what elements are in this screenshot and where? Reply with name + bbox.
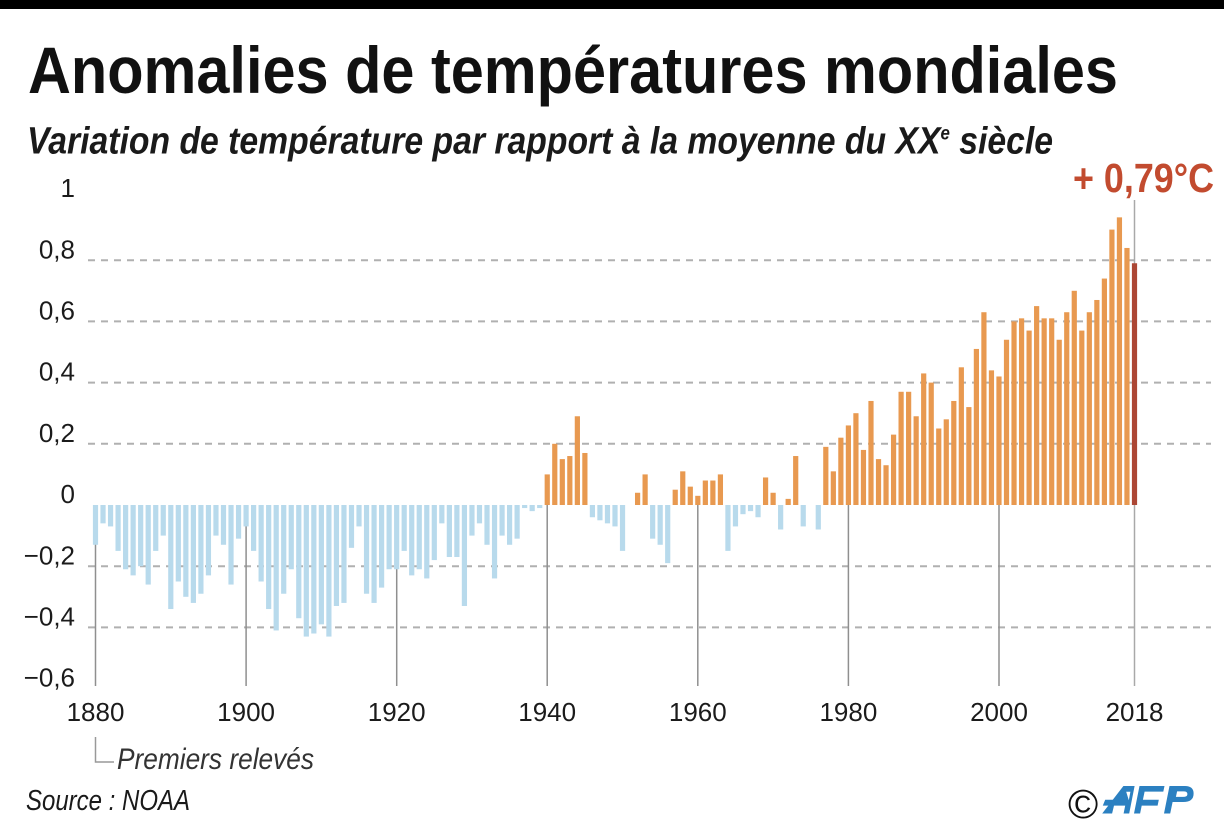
svg-text:0: 0 bbox=[61, 479, 75, 509]
svg-text:1900: 1900 bbox=[217, 697, 275, 727]
svg-text:1920: 1920 bbox=[368, 697, 426, 727]
svg-text:0,8: 0,8 bbox=[39, 234, 75, 264]
svg-text:Variation de température par r: Variation de température par rapport à l… bbox=[27, 121, 1053, 163]
svg-text:+ 0,79°C: + 0,79°C bbox=[1073, 155, 1214, 201]
svg-text:−0,6: −0,6 bbox=[24, 663, 75, 693]
svg-text:2000: 2000 bbox=[970, 697, 1028, 727]
svg-text:1880: 1880 bbox=[67, 697, 125, 727]
svg-text:Anomalies de températures mond: Anomalies de températures mondiales bbox=[28, 33, 1118, 107]
svg-text:−0,4: −0,4 bbox=[24, 602, 75, 632]
svg-text:0,2: 0,2 bbox=[39, 418, 75, 448]
svg-text:0,4: 0,4 bbox=[39, 357, 75, 387]
svg-text:Premiers relevés: Premiers relevés bbox=[117, 743, 314, 776]
svg-text:1960: 1960 bbox=[669, 697, 727, 727]
svg-text:1940: 1940 bbox=[518, 697, 576, 727]
svg-text:Source : NOAA: Source : NOAA bbox=[26, 785, 190, 817]
svg-text:−0,2: −0,2 bbox=[24, 540, 75, 570]
svg-text:1980: 1980 bbox=[819, 697, 877, 727]
svg-text:©: © bbox=[1068, 781, 1098, 827]
svg-text:2018: 2018 bbox=[1106, 697, 1164, 727]
svg-text:1: 1 bbox=[61, 173, 75, 203]
svg-text:0,6: 0,6 bbox=[39, 296, 75, 326]
